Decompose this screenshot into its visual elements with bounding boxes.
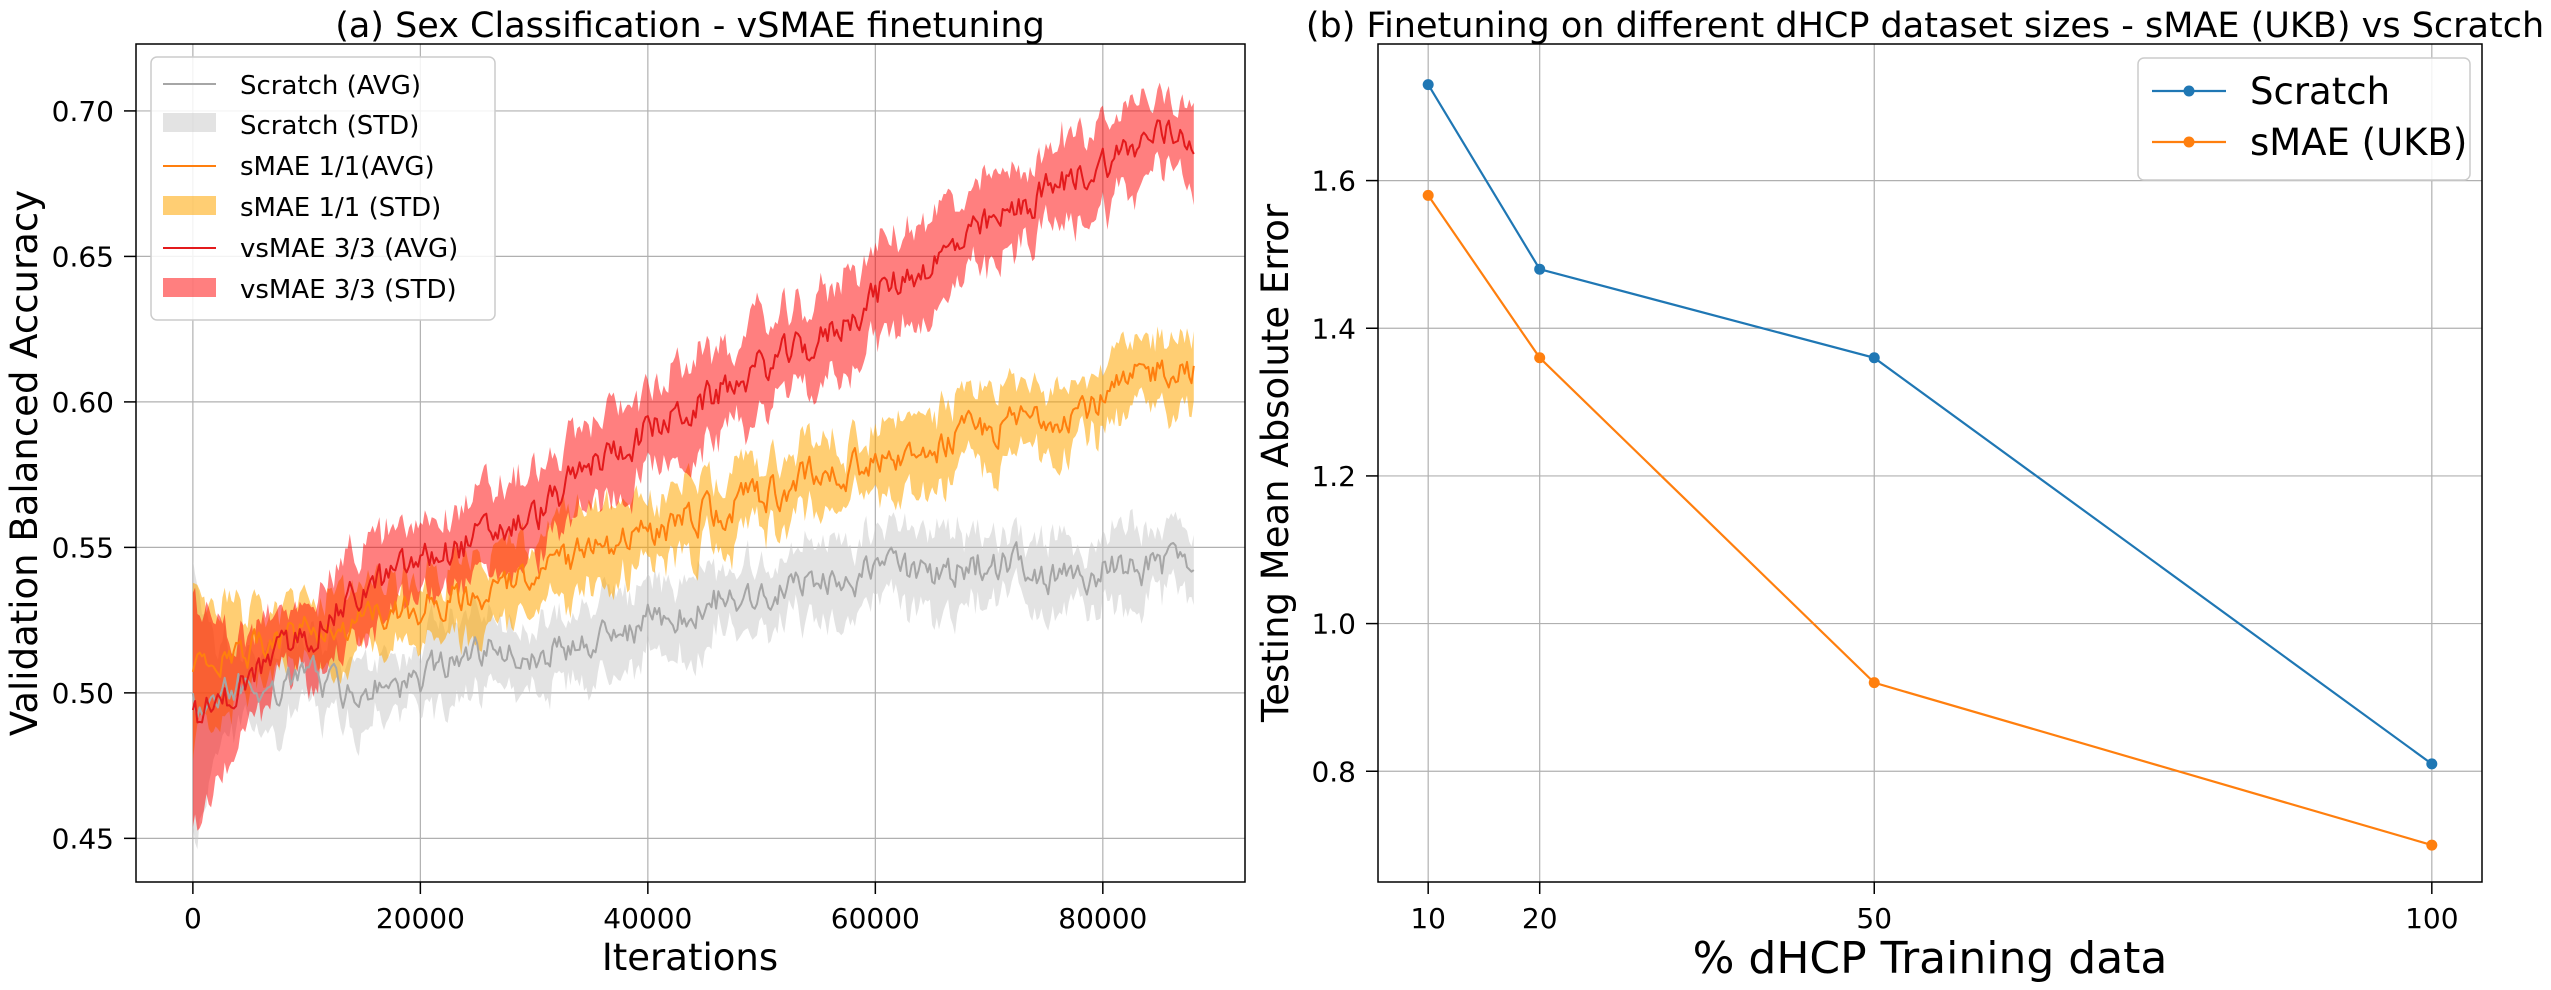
- legend-vsmae-std-patch: [163, 278, 216, 297]
- chart-a-band-scratch-std: [192, 508, 1194, 850]
- chart-a-line-scratch-avg: [191, 541, 1195, 719]
- chart-b-xtick-label: 50: [1856, 902, 1892, 935]
- chart-b-legend: Scratch sMAE (UKB): [2137, 57, 2471, 181]
- chart-b-xtick-label: 100: [2405, 902, 2458, 935]
- chart-b-point-smae-ukb: [1534, 352, 1546, 364]
- chart-a-line-vsmae-3-3-avg: [191, 119, 1195, 724]
- legend-scratch-marker: [2183, 85, 2195, 97]
- chart-a-std-bands: [192, 82, 1194, 850]
- chart-a-title: (a) Sex Classification - vSMAE finetunin…: [335, 6, 1045, 46]
- chart-a-xlabel: Iterations: [602, 936, 778, 979]
- chart-b-ylabel: Testing Mean Absolute Error: [1254, 203, 1297, 723]
- legend-scratch-label: Scratch: [2250, 70, 2390, 113]
- chart-a-plot-frame: [135, 43, 1246, 883]
- legend-smae-ukb-marker: [2183, 136, 2195, 148]
- chart-b-point-smae-ukb: [2426, 839, 2438, 851]
- chart-a: (a) Sex Classification - vSMAE finetunin…: [3, 6, 1246, 979]
- chart-a-ytick-label: 0.70: [52, 95, 114, 128]
- chart-b-ytick-label: 1.2: [1311, 460, 1356, 493]
- chart-b-line-scratch: [1427, 84, 2433, 765]
- chart-a-band-vsmae-3-3-std: [192, 82, 1194, 831]
- chart-b-ytick-label: 1.4: [1311, 312, 1356, 345]
- chart-a-avg-lines: [191, 119, 1195, 724]
- chart-a-ytick-label: 0.45: [52, 822, 114, 855]
- chart-a-xtick-label: 40000: [603, 902, 692, 935]
- chart-a-xtick-label: 60000: [831, 902, 920, 935]
- legend-smae-ukb-label: sMAE (UKB): [2250, 121, 2467, 164]
- chart-a-xtick-label: 80000: [1058, 902, 1147, 935]
- chart-b-series: [1422, 79, 2438, 851]
- chart-b-point-smae-ukb: [1422, 189, 1434, 201]
- chart-b-line-smae-ukb: [1427, 194, 2433, 847]
- legend-scratch-std-label: Scratch (STD): [240, 111, 419, 141]
- chart-a-band-smae-1-1-std: [192, 326, 1194, 761]
- chart-b-point-scratch: [1868, 352, 1880, 364]
- chart-b-title: (b) Finetuning on different dHCP dataset…: [1306, 6, 2544, 46]
- chart-a-ylabel: Validation Balanced Accuracy: [3, 190, 46, 736]
- chart-a-ytick-label: 0.65: [52, 240, 114, 273]
- legend-smae-avg-label: sMAE 1/1(AVG): [240, 152, 435, 182]
- legend-smae-std-label: sMAE 1/1 (STD): [240, 193, 441, 223]
- chart-a-ytick-label: 0.60: [52, 386, 114, 419]
- chart-a-ytick-label: 0.55: [52, 531, 114, 564]
- chart-a-legend-frame: [150, 56, 496, 321]
- chart-a-legend: Scratch (AVG) Scratch (STD) sMAE 1/1(AVG…: [150, 56, 496, 321]
- chart-b-xlabel: % dHCP Training data: [1693, 933, 2168, 984]
- legend-scratch-std-patch: [163, 113, 216, 132]
- chart-b-point-scratch: [1422, 79, 1434, 91]
- legend-smae-std-patch: [163, 196, 216, 215]
- chart-b-ticks: 10 20 50 100 0.8 1.0 1.2 1.4 1.6: [1311, 165, 2458, 935]
- chart-b-legend-frame: [2137, 57, 2471, 181]
- legend-vsmae-std-label: vsMAE 3/3 (STD): [240, 275, 457, 305]
- chart-b-plot-frame: [1377, 43, 2483, 883]
- chart-b-point-scratch: [2426, 758, 2438, 770]
- chart-a-xtick-label: 0: [184, 902, 202, 935]
- chart-b-xtick-label: 10: [1410, 902, 1446, 935]
- chart-b-ytick-label: 0.8: [1311, 755, 1356, 788]
- chart-b-ytick-label: 1.0: [1311, 608, 1356, 641]
- chart-a-ticks: 0 20000 40000 60000 80000 0.45 0.50 0.55 0.60 0.6…: [52, 95, 1148, 935]
- chart-b-ytick-label: 1.6: [1311, 165, 1356, 198]
- chart-b-xtick-label: 20: [1522, 902, 1558, 935]
- chart-a-xtick-label: 20000: [376, 902, 465, 935]
- chart-b: (b) Finetuning on different dHCP dataset…: [1254, 6, 2544, 984]
- legend-scratch-avg-label: Scratch (AVG): [240, 71, 421, 101]
- chart-b-point-scratch: [1534, 263, 1546, 275]
- legend-vsmae-avg-label: vsMAE 3/3 (AVG): [240, 234, 458, 264]
- chart-b-point-smae-ukb: [1868, 677, 1880, 689]
- chart-a-ytick-label: 0.50: [52, 677, 114, 710]
